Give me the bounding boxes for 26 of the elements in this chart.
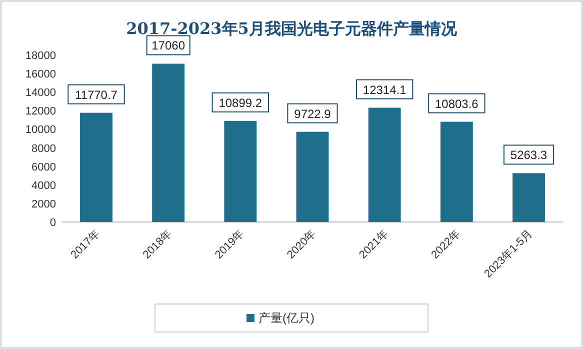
y-tick-label: 8000 xyxy=(32,142,56,155)
data-label: 9722.9 xyxy=(294,106,332,121)
bar xyxy=(440,122,473,222)
bar xyxy=(368,108,401,222)
legend-label: 产量(亿只) xyxy=(258,311,314,325)
data-label: 12314.1 xyxy=(362,82,407,97)
data-label: 5263.3 xyxy=(510,148,548,162)
bar xyxy=(296,132,329,222)
y-tick-label: 6000 xyxy=(32,161,56,174)
data-label: 10899.2 xyxy=(218,96,262,110)
data-label: 11770.7 xyxy=(74,88,118,102)
data-label: 10803.6 xyxy=(434,96,479,111)
y-tick-label: 12000 xyxy=(25,106,56,118)
bar xyxy=(512,173,545,222)
y-tick-label: 4000 xyxy=(32,180,56,192)
y-tick-label: 18000 xyxy=(25,50,56,62)
bar xyxy=(152,64,185,222)
y-tick-label: 10000 xyxy=(25,124,56,136)
y-tick-label: 16000 xyxy=(25,68,56,81)
y-tick-label: 0 xyxy=(50,217,56,229)
bar xyxy=(80,112,112,222)
y-tick-label: 14000 xyxy=(25,87,56,100)
chart-title: 2017-2023年5月我国光电子元器件产量情况 xyxy=(126,19,458,38)
y-tick-label: 2000 xyxy=(32,198,56,210)
bar xyxy=(224,120,257,222)
data-label: 17060 xyxy=(152,38,186,53)
